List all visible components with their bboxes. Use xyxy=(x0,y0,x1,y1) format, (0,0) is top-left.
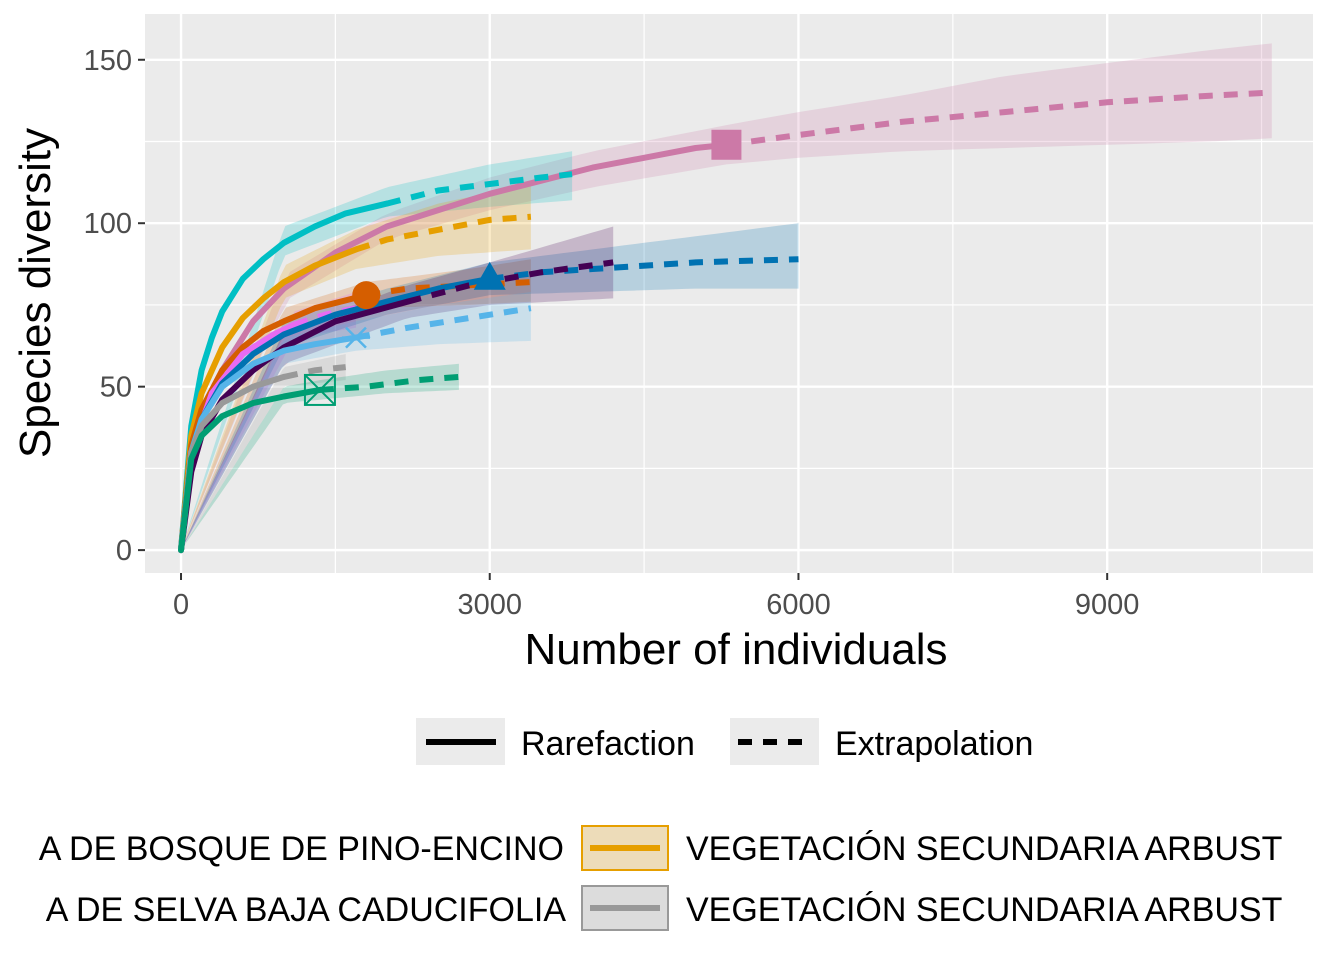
observed-markers xyxy=(303,129,742,406)
observed-marker-asterisk xyxy=(341,326,370,349)
legend-label-rarefaction: Rarefaction xyxy=(521,725,695,763)
rarefaction-line xyxy=(178,246,359,554)
y-axis-title: Species diversity xyxy=(11,128,60,458)
rarefaction-line xyxy=(178,386,323,554)
grid-major xyxy=(145,14,1313,573)
y-tick-label: 150 xyxy=(84,45,132,77)
x-tick-label: 0 xyxy=(173,589,189,621)
series-lines xyxy=(178,89,1272,554)
axis-ticks: 0 3000 6000 9000 0 50 100 150 xyxy=(84,45,1140,621)
x-axis-title: Number of individuals xyxy=(524,625,947,674)
legend-label-veg-sec-arbust-2: VEGETACIÓN SECUNDARIA ARBUST xyxy=(686,891,1282,929)
extrapolation-line xyxy=(725,89,1272,148)
ribbon xyxy=(181,363,459,551)
observed-marker-circle xyxy=(352,281,381,310)
extrapolation-line xyxy=(386,171,573,207)
observed-marker-box xyxy=(303,373,336,406)
legend-label-extrapolation: Extrapolation xyxy=(835,725,1033,763)
x-tick-label: 9000 xyxy=(1075,589,1140,621)
y-tick-label: 0 xyxy=(116,535,132,567)
extrapolation-line xyxy=(355,305,532,341)
legend-label-bosque-pino-encino: A DE BOSQUE DE PINO-ENCINO xyxy=(39,830,564,868)
color-legend: A DE BOSQUE DE PINO-ENCINO VEGETACIÓN SE… xyxy=(39,825,1282,931)
y-tick-label: 100 xyxy=(84,208,132,240)
extrapolation-line xyxy=(489,256,799,282)
ribbon xyxy=(181,354,346,551)
extrapolation-line xyxy=(406,259,614,305)
x-tick-label: 3000 xyxy=(457,589,522,621)
extrapolation-line xyxy=(355,213,532,253)
plot-background xyxy=(145,14,1313,573)
legend-label-selva-baja: A DE SELVA BAJA CADUCIFOLIA xyxy=(46,891,567,929)
ribbon xyxy=(181,151,573,551)
observed-marker-triangle xyxy=(473,261,506,290)
extrapolation-line xyxy=(283,364,347,380)
x-tick-label: 6000 xyxy=(766,589,831,621)
linetype-legend: Rarefaction Extrapolation xyxy=(416,718,1033,765)
grid-minor xyxy=(145,14,1313,573)
y-tick-label: 50 xyxy=(100,372,132,404)
observed-marker-square xyxy=(711,129,742,160)
observed-marker-x xyxy=(304,374,336,406)
rarefaction-line xyxy=(178,200,390,554)
legend-label-veg-sec-arbust-1: VEGETACIÓN SECUNDARIA ARBUST xyxy=(686,830,1282,868)
ribbon xyxy=(181,291,531,551)
